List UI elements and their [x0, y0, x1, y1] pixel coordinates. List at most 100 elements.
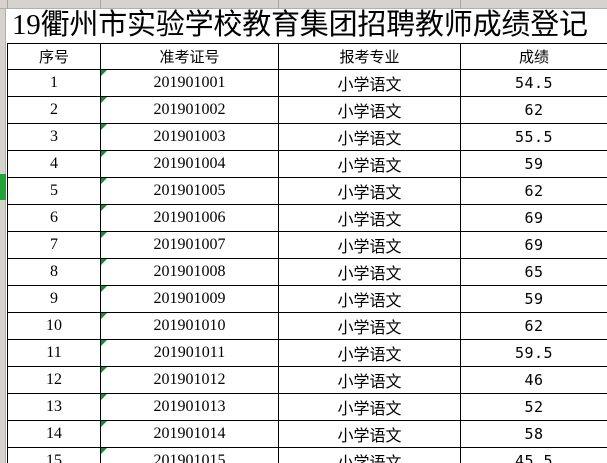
- cell-exam-number[interactable]: 201901001: [100, 69, 279, 97]
- cell-exam-number[interactable]: 201901006: [100, 204, 279, 232]
- cell-exam-number-text: 201901014: [153, 425, 226, 442]
- text-number-warning-icon: [101, 313, 107, 319]
- cell-score[interactable]: 58: [460, 420, 607, 448]
- cell-sequence-number[interactable]: 12: [7, 366, 101, 394]
- cell-exam-number[interactable]: 201901003: [100, 123, 279, 151]
- text-number-warning-icon: [101, 232, 107, 238]
- table-row: 4 201901004 小学语文 59: [7, 150, 607, 178]
- cell-major[interactable]: 小学语文: [278, 177, 461, 205]
- cell-major[interactable]: 小学语文: [278, 258, 461, 286]
- table-row: 7 201901007 小学语文 69: [7, 231, 607, 259]
- table-header-row: 序号 准考证号 报考专业 成绩: [7, 44, 607, 70]
- text-number-warning-icon: [101, 124, 107, 130]
- cell-major[interactable]: 小学语文: [278, 150, 461, 178]
- cell-score[interactable]: 52: [460, 393, 607, 421]
- text-number-warning-icon: [101, 286, 107, 292]
- row-header-strip[interactable]: [0, 9, 6, 463]
- table-row: 1 201901001 小学语文 54.5: [7, 69, 607, 97]
- cell-score[interactable]: 62: [460, 96, 607, 124]
- cell-exam-number[interactable]: 201901008: [100, 258, 279, 286]
- cell-sequence-number[interactable]: 9: [7, 285, 101, 313]
- column-header-seq[interactable]: 序号: [7, 44, 101, 70]
- table-row: 12 201901012 小学语文 46: [7, 366, 607, 394]
- cell-score[interactable]: 59.5: [460, 339, 607, 367]
- cell-score[interactable]: 69: [460, 231, 607, 259]
- table-row: 13 201901013 小学语文 52: [7, 393, 607, 421]
- document-title-row[interactable]: 19衢州市实验学校教育集团招聘教师成绩登记: [7, 9, 607, 44]
- cell-major[interactable]: 小学语文: [278, 366, 461, 394]
- cell-sequence-number[interactable]: 3: [7, 123, 101, 151]
- cell-major[interactable]: 小学语文: [278, 420, 461, 448]
- cell-score[interactable]: 55.5: [460, 123, 607, 151]
- cell-sequence-number[interactable]: 8: [7, 258, 101, 286]
- cell-sequence-number[interactable]: 1: [7, 69, 101, 97]
- table-row: 3 201901003 小学语文 55.5: [7, 123, 607, 151]
- cell-major[interactable]: 小学语文: [278, 204, 461, 232]
- cell-exam-number[interactable]: 201901010: [100, 312, 279, 340]
- cell-score[interactable]: 62: [460, 312, 607, 340]
- cell-exam-number[interactable]: 201901011: [100, 339, 279, 367]
- cell-major[interactable]: 小学语文: [278, 69, 461, 97]
- cell-sequence-number[interactable]: 6: [7, 204, 101, 232]
- table-row: 2 201901002 小学语文 62: [7, 96, 607, 124]
- cell-score[interactable]: 59: [460, 285, 607, 313]
- cell-score[interactable]: 62: [460, 177, 607, 205]
- cell-exam-number-text: 201901001: [153, 74, 226, 91]
- cell-exam-number-text: 201901013: [153, 398, 226, 415]
- column-header-exam[interactable]: 准考证号: [100, 44, 279, 70]
- cell-major[interactable]: 小学语文: [278, 123, 461, 151]
- cell-sequence-number[interactable]: 7: [7, 231, 101, 259]
- cell-sequence-number[interactable]: 2: [7, 96, 101, 124]
- cell-exam-number[interactable]: 201901004: [100, 150, 279, 178]
- cell-exam-number-text: 201901009: [153, 290, 226, 307]
- cell-exam-number[interactable]: 201901005: [100, 177, 279, 205]
- text-number-warning-icon: [101, 367, 107, 373]
- text-number-warning-icon: [101, 70, 107, 76]
- cell-sequence-number[interactable]: 5: [7, 177, 101, 205]
- cell-sequence-number[interactable]: 13: [7, 393, 101, 421]
- cell-sequence-number[interactable]: 15: [7, 447, 101, 463]
- text-number-warning-icon: [101, 97, 107, 103]
- column-header-score[interactable]: 成绩: [460, 44, 607, 70]
- cell-major[interactable]: 小学语文: [278, 312, 461, 340]
- cell-sequence-number[interactable]: 14: [7, 420, 101, 448]
- cell-exam-number[interactable]: 201901012: [100, 366, 279, 394]
- cell-major[interactable]: 小学语文: [278, 339, 461, 367]
- text-number-warning-icon: [101, 151, 107, 157]
- cell-exam-number[interactable]: 201901015: [100, 447, 279, 463]
- column-header-major[interactable]: 报考专业: [278, 44, 461, 70]
- cell-score[interactable]: 69: [460, 204, 607, 232]
- cell-sequence-number[interactable]: 11: [7, 339, 101, 367]
- cell-exam-number[interactable]: 201901002: [100, 96, 279, 124]
- cell-score[interactable]: 45.5: [460, 447, 607, 463]
- cell-score[interactable]: 54.5: [460, 69, 607, 97]
- table-row: 5 201901005 小学语文 62: [7, 177, 607, 205]
- cell-score[interactable]: 59: [460, 150, 607, 178]
- cell-major[interactable]: 小学语文: [278, 231, 461, 259]
- cell-exam-number-text: 201901015: [153, 452, 226, 463]
- table-body: 1 201901001 小学语文 54.5 2 201901002 小学语文 62 3 20190…: [7, 69, 607, 463]
- cell-sequence-number[interactable]: 10: [7, 312, 101, 340]
- cell-sequence-number[interactable]: 4: [7, 150, 101, 178]
- cell-score[interactable]: 46: [460, 366, 607, 394]
- column-divider: [460, 0, 461, 9]
- table-row: 14 201901014 小学语文 58: [7, 420, 607, 448]
- cell-score[interactable]: 65: [460, 258, 607, 286]
- cell-exam-number[interactable]: 201901014: [100, 420, 279, 448]
- table-row: 6 201901006 小学语文 69: [7, 204, 607, 232]
- cell-major[interactable]: 小学语文: [278, 96, 461, 124]
- column-divider: [278, 0, 279, 9]
- text-number-warning-icon: [101, 259, 107, 265]
- table-row: 8 201901008 小学语文 65: [7, 258, 607, 286]
- column-header-strip[interactable]: [0, 0, 607, 9]
- cell-major[interactable]: 小学语文: [278, 393, 461, 421]
- cell-major[interactable]: 小学语文: [278, 447, 461, 463]
- table-row: 10 201901010 小学语文 62: [7, 312, 607, 340]
- cell-exam-number-text: 201901007: [153, 236, 226, 253]
- cell-exam-number[interactable]: 201901009: [100, 285, 279, 313]
- cell-exam-number[interactable]: 201901007: [100, 231, 279, 259]
- cell-exam-number-text: 201901004: [153, 155, 226, 172]
- cell-exam-number[interactable]: 201901013: [100, 393, 279, 421]
- text-number-warning-icon: [101, 340, 107, 346]
- cell-major[interactable]: 小学语文: [278, 285, 461, 313]
